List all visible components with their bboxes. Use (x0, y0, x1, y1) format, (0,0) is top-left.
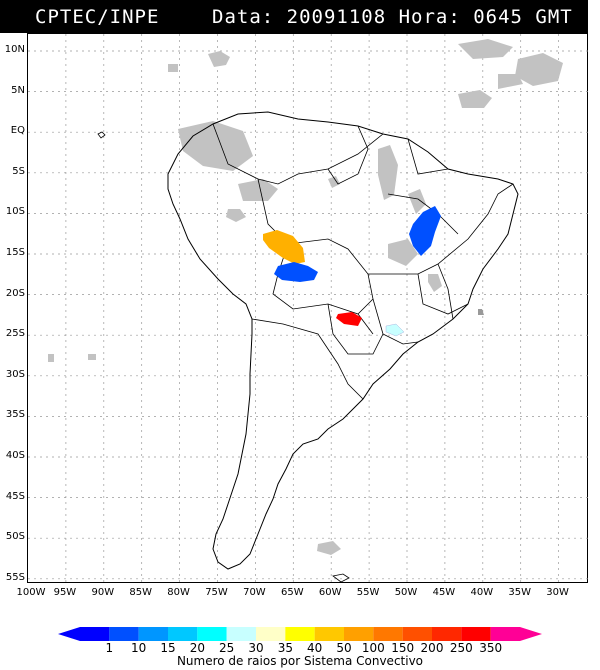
convective-system-blue-brazil (409, 206, 441, 256)
legend-swatch (138, 627, 168, 641)
latitude-label: 35S (5, 409, 25, 421)
latitude-label: 40S (5, 450, 25, 461)
legend-swatch (461, 627, 491, 641)
longitude-label: 50W (394, 587, 418, 598)
legend-label: 1 (105, 641, 114, 655)
cloud-area (328, 176, 340, 188)
legend-label: 35 (277, 641, 293, 655)
cloud-area (388, 239, 418, 266)
continent-outline (167, 111, 519, 570)
legend-label: 25 (219, 641, 235, 655)
legend-swatch (432, 627, 462, 641)
convective-system-blue-bolivia (274, 262, 318, 282)
latitude-label: 45S (5, 490, 25, 502)
cloud-area (378, 145, 398, 200)
legend-label: 30 (248, 641, 264, 655)
legend-swatch (285, 627, 315, 641)
legend-colorbar (58, 627, 542, 641)
longitude-label: 35W (508, 587, 531, 598)
legend-swatch (197, 627, 227, 641)
longitude-label: 80W (167, 587, 190, 598)
legend-swatch (226, 627, 256, 641)
longitude-label: 100W (16, 587, 46, 598)
convective-system-orange (263, 230, 305, 264)
longitude-label: 90W (91, 587, 115, 598)
longitude-label: 75W (205, 587, 228, 598)
longitude-label: 55W (356, 587, 380, 598)
cloud-area (88, 354, 96, 360)
map-canvas (28, 34, 589, 584)
legend-swatch (344, 627, 374, 641)
convective-system-cyan (385, 323, 405, 337)
latitude-label: 5S (12, 165, 25, 177)
galapagos-islands (97, 131, 106, 139)
latitude-label: EQ (10, 125, 25, 137)
longitude-label: 40W (470, 587, 494, 598)
latitude-label: 30S (5, 368, 25, 380)
cloud-area (458, 90, 492, 108)
cloud-area (208, 51, 230, 67)
cloud-area (408, 189, 426, 214)
legend-swatch (373, 627, 403, 641)
legend-label: 350 (479, 641, 503, 655)
legend-label: 250 (449, 641, 473, 655)
legend-left-arrow (58, 627, 80, 641)
latitude-label: 20S (5, 287, 25, 299)
cloud-area (168, 64, 178, 72)
longitude-label: 65W (280, 587, 304, 598)
longitude-label: 85W (129, 587, 152, 598)
longitude-label: 30W (546, 587, 569, 598)
cloud-area (458, 39, 513, 59)
convective-system-red (336, 312, 362, 326)
legend-label: 200 (420, 641, 444, 655)
cloud-area (478, 309, 484, 315)
latitude-label: 10N (4, 44, 25, 55)
cloud-area (317, 541, 341, 555)
legend-swatch (314, 627, 344, 641)
longitude-label: 70W (243, 587, 266, 598)
latitude-label: 25S (5, 328, 25, 340)
cloud-area (48, 354, 54, 362)
longitude-label: 45W (432, 587, 456, 598)
falkland-islands (332, 573, 350, 583)
legend-title: Numero de raios por Sistema Convectivo (176, 654, 424, 668)
legend-label: 10 (131, 641, 147, 655)
country-borders (212, 123, 514, 400)
longitude-label: 60W (318, 587, 342, 598)
header-date-time: Data: 20091108 Hora: 0645 GMT (212, 6, 573, 28)
cloud-area (178, 121, 253, 171)
map-header: CPTEC/INPE Data: 20091108 Hora: 0645 GMT (0, 0, 588, 33)
latitude-label: 10S (5, 206, 25, 218)
legend-swatch (402, 627, 432, 641)
latitude-label: 15S (5, 247, 25, 258)
latitude-label: 50S (5, 531, 25, 543)
latitude-label: 5N (11, 84, 25, 96)
graticule-grid (28, 34, 589, 584)
legend-label: 50 (336, 641, 352, 655)
cloud-area (238, 179, 278, 201)
legend-label: 100 (361, 641, 385, 655)
legend-right-arrow (520, 627, 542, 641)
legend-label: 40 (307, 641, 323, 655)
cloud-areas (48, 39, 563, 555)
legend-swatch (490, 627, 520, 641)
cloud-area (428, 274, 442, 292)
legend-label: 20 (189, 641, 205, 655)
header-source: CPTEC/INPE (35, 6, 160, 28)
legend-swatch (168, 627, 198, 641)
latitude-label: 55S (5, 571, 25, 583)
legend-swatch (256, 627, 286, 641)
legend-label: 15 (160, 641, 176, 655)
legend-swatch (109, 627, 139, 641)
legend-label: 150 (391, 641, 415, 655)
cloud-area (515, 53, 563, 86)
cloud-area (226, 209, 246, 222)
legend-swatch (80, 627, 110, 641)
longitude-label: 95W (53, 587, 77, 598)
cloud-area (498, 74, 523, 89)
map-frame (27, 33, 589, 584)
